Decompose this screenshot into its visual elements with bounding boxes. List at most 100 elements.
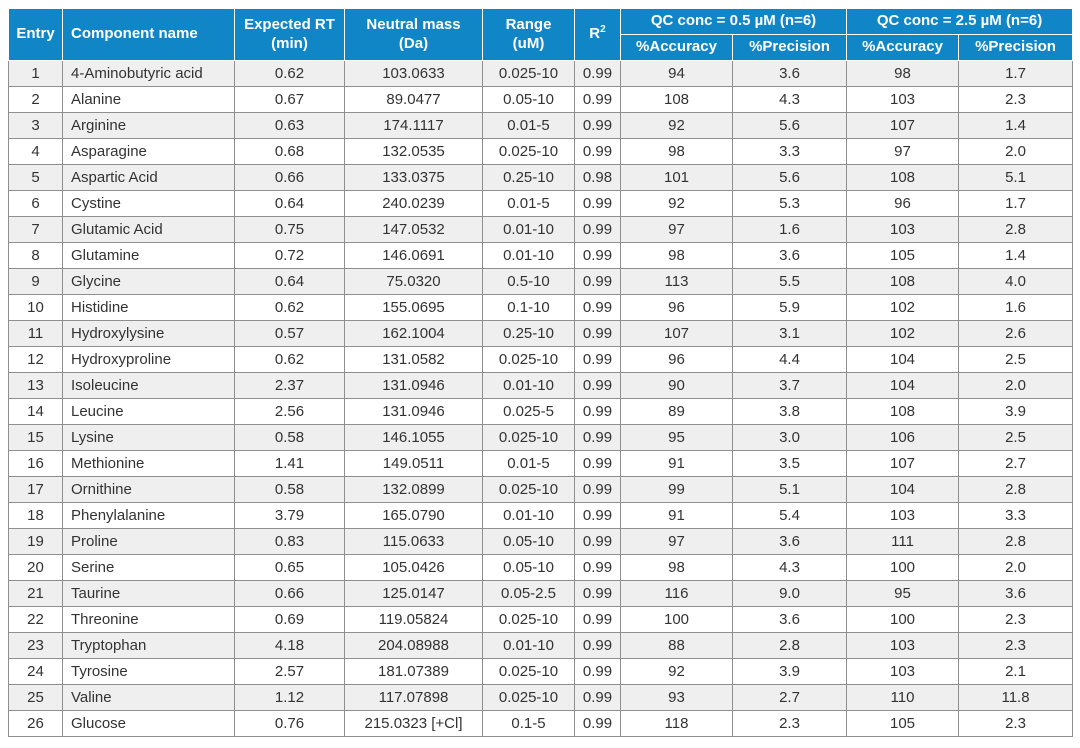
- cell-expected-rt: 0.68: [234, 138, 345, 165]
- cell-precision-qc25: 2.7: [958, 450, 1074, 477]
- cell-r-squared: 0.99: [574, 138, 621, 165]
- group-header-qc-2-5: QC conc = 2.5 µM (n=6): [846, 8, 1074, 35]
- cell-expected-rt: 0.62: [234, 346, 345, 373]
- cell-neutral-mass: 115.0633: [344, 528, 483, 555]
- cell-precision-qc05: 4.3: [731, 554, 848, 581]
- cell-accuracy-qc25: 103: [846, 658, 960, 685]
- cell-precision-qc25: 2.8: [958, 216, 1074, 243]
- cell-precision-qc25: 2.5: [958, 424, 1074, 451]
- cell-r-squared: 0.99: [574, 60, 621, 87]
- cell-r-squared: 0.99: [574, 606, 621, 633]
- cell-component-name: Asparagine: [62, 138, 235, 165]
- cell-neutral-mass: 103.0633: [344, 60, 483, 87]
- cell-precision-qc25: 1.7: [958, 60, 1074, 87]
- cell-range: 0.01-10: [482, 632, 575, 659]
- cell-accuracy-qc25: 104: [846, 372, 960, 399]
- cell-precision-qc05: 3.9: [731, 658, 848, 685]
- col-header-precision-qc05: %Precision: [731, 34, 848, 61]
- cell-entry: 23: [8, 632, 63, 659]
- cell-precision-qc05: 5.5: [731, 268, 848, 295]
- table-row: 12 Hydroxyproline 0.62 131.0582 0.025-10 0.99…: [8, 346, 1074, 373]
- cell-neutral-mass: 131.0582: [344, 346, 483, 373]
- cell-neutral-mass: 75.0320: [344, 268, 483, 295]
- cell-accuracy-qc05: 96: [620, 346, 733, 373]
- col-header-expected-rt-line2: (min): [271, 34, 308, 52]
- cell-component-name: Isoleucine: [62, 372, 235, 399]
- cell-precision-qc05: 2.3: [731, 710, 848, 737]
- cell-neutral-mass: 149.0511: [344, 450, 483, 477]
- table-row: 7 Glutamic Acid 0.75 147.0532 0.01-10 0.99 97 1…: [8, 216, 1074, 243]
- table-header: Entry Component name Expected RT (min) N…: [8, 8, 1074, 61]
- cell-precision-qc25: 2.0: [958, 554, 1074, 581]
- cell-r-squared: 0.98: [574, 164, 621, 191]
- cell-neutral-mass: 240.0239: [344, 190, 483, 217]
- cell-precision-qc05: 3.6: [731, 606, 848, 633]
- cell-precision-qc05: 3.6: [731, 528, 848, 555]
- cell-precision-qc25: 2.1: [958, 658, 1074, 685]
- cell-expected-rt: 0.75: [234, 216, 345, 243]
- cell-expected-rt: 0.63: [234, 112, 345, 139]
- cell-range: 0.025-10: [482, 346, 575, 373]
- cell-entry: 8: [8, 242, 63, 269]
- cell-range: 0.05-10: [482, 528, 575, 555]
- cell-precision-qc05: 1.6: [731, 216, 848, 243]
- cell-accuracy-qc05: 108: [620, 86, 733, 113]
- cell-entry: 11: [8, 320, 63, 347]
- cell-precision-qc25: 5.1: [958, 164, 1074, 191]
- cell-accuracy-qc25: 95: [846, 580, 960, 607]
- cell-neutral-mass: 147.0532: [344, 216, 483, 243]
- cell-precision-qc05: 2.7: [731, 684, 848, 711]
- cell-range: 0.1-10: [482, 294, 575, 321]
- cell-component-name: Leucine: [62, 398, 235, 425]
- cell-component-name: Hydroxyproline: [62, 346, 235, 373]
- col-header-neutral-mass-line2: (Da): [398, 34, 429, 52]
- cell-accuracy-qc25: 97: [846, 138, 960, 165]
- cell-accuracy-qc25: 111: [846, 528, 960, 555]
- cell-accuracy-qc25: 105: [846, 710, 960, 737]
- cell-precision-qc25: 2.3: [958, 632, 1074, 659]
- col-header-range-line2: (uM): [512, 34, 545, 52]
- cell-entry: 3: [8, 112, 63, 139]
- cell-entry: 19: [8, 528, 63, 555]
- cell-range: 0.01-10: [482, 502, 575, 529]
- quantitation-results-table: Entry Component name Expected RT (min) N…: [8, 8, 1074, 737]
- cell-precision-qc05: 3.6: [731, 60, 848, 87]
- cell-accuracy-qc05: 88: [620, 632, 733, 659]
- cell-precision-qc25: 1.4: [958, 112, 1074, 139]
- cell-expected-rt: 0.66: [234, 164, 345, 191]
- cell-r-squared: 0.99: [574, 216, 621, 243]
- cell-range: 0.25-10: [482, 164, 575, 191]
- cell-component-name: Histidine: [62, 294, 235, 321]
- cell-entry: 26: [8, 710, 63, 737]
- cell-r-squared: 0.99: [574, 190, 621, 217]
- cell-accuracy-qc25: 105: [846, 242, 960, 269]
- cell-accuracy-qc05: 91: [620, 450, 733, 477]
- cell-neutral-mass: 117.07898: [344, 684, 483, 711]
- cell-precision-qc05: 3.6: [731, 242, 848, 269]
- cell-precision-qc25: 2.3: [958, 606, 1074, 633]
- cell-precision-qc05: 5.4: [731, 502, 848, 529]
- cell-r-squared: 0.99: [574, 424, 621, 451]
- cell-expected-rt: 0.58: [234, 424, 345, 451]
- cell-r-squared: 0.99: [574, 528, 621, 555]
- cell-r-squared: 0.99: [574, 268, 621, 295]
- cell-expected-rt: 0.57: [234, 320, 345, 347]
- cell-neutral-mass: 174.1117: [344, 112, 483, 139]
- cell-neutral-mass: 146.1055: [344, 424, 483, 451]
- cell-precision-qc25: 2.6: [958, 320, 1074, 347]
- cell-neutral-mass: 131.0946: [344, 372, 483, 399]
- cell-range: 0.025-10: [482, 476, 575, 503]
- cell-neutral-mass: 125.0147: [344, 580, 483, 607]
- cell-accuracy-qc05: 98: [620, 554, 733, 581]
- cell-accuracy-qc25: 103: [846, 632, 960, 659]
- header-row-2: %Accuracy %Precision %Accuracy %Precisio…: [9, 34, 1074, 61]
- cell-neutral-mass: 181.07389: [344, 658, 483, 685]
- cell-entry: 16: [8, 450, 63, 477]
- table-row: 15 Lysine 0.58 146.1055 0.025-10 0.99 95 3.0 106…: [8, 424, 1074, 451]
- cell-component-name: 4-Aminobutyric acid: [62, 60, 235, 87]
- cell-expected-rt: 2.37: [234, 372, 345, 399]
- cell-component-name: Lysine: [62, 424, 235, 451]
- cell-expected-rt: 0.65: [234, 554, 345, 581]
- cell-precision-qc05: 3.1: [731, 320, 848, 347]
- cell-entry: 4: [8, 138, 63, 165]
